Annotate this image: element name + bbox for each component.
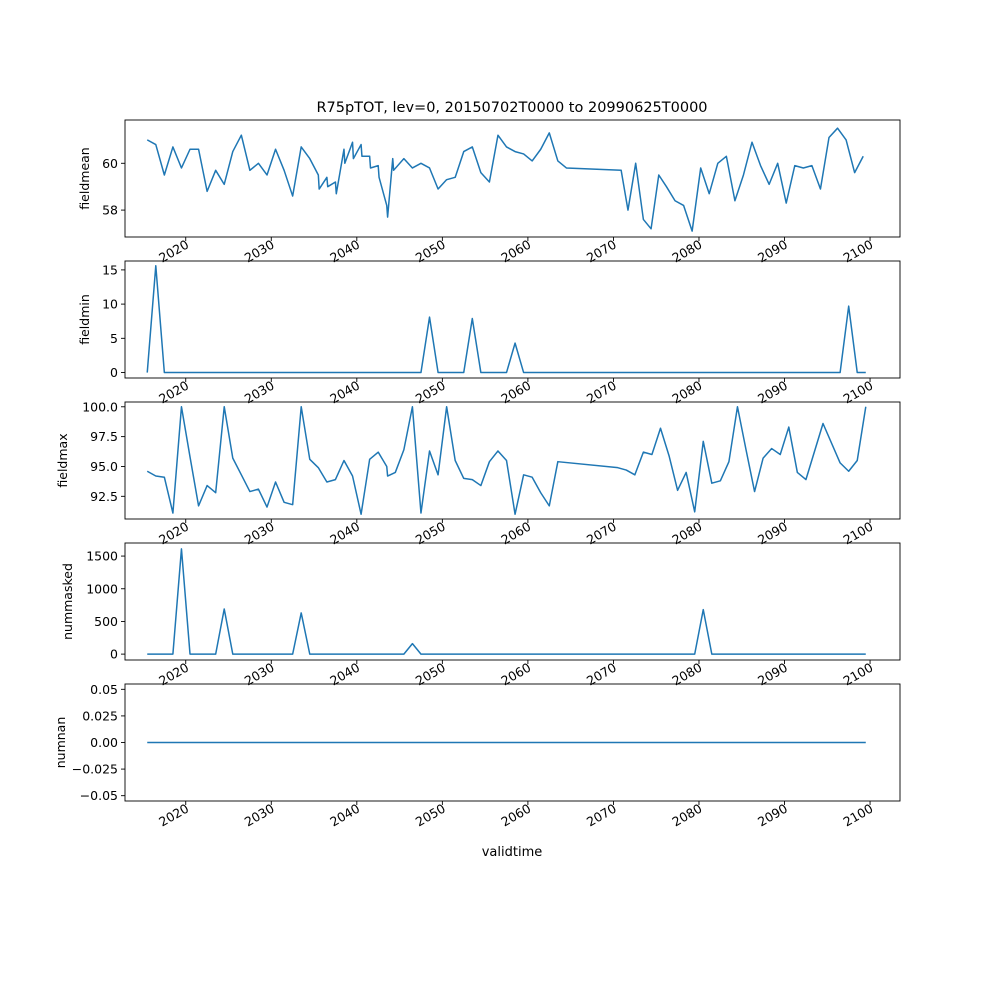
- y-tick-label: 1500: [86, 549, 118, 564]
- x-tick-label: 2070: [584, 801, 619, 830]
- axes-frame: [124, 119, 901, 238]
- x-tick-label: 2050: [413, 801, 448, 830]
- x-tick-label: 2100: [841, 801, 876, 830]
- y-tick-label: 5: [110, 331, 118, 346]
- y-tick-label: 10: [102, 297, 118, 312]
- y-axis-label: fieldmean: [77, 147, 92, 209]
- y-tick-label: 97.5: [90, 429, 118, 444]
- axes-frame: [124, 542, 901, 661]
- y-axis-label: fieldmin: [77, 294, 92, 345]
- x-tick-label: 2080: [669, 801, 704, 830]
- x-axis-label: validtime: [482, 845, 543, 860]
- series-line-nummasked: [147, 548, 866, 655]
- y-axis-label: nummasked: [60, 563, 75, 640]
- axes-frame: [124, 260, 901, 379]
- y-tick-label: 0: [110, 365, 118, 380]
- y-tick-label: 92.5: [90, 489, 118, 504]
- series-line-fieldmax: [146, 406, 867, 515]
- y-tick-label: 0.00: [90, 735, 118, 750]
- y-tick-label: 500: [94, 614, 118, 629]
- panels: 58 60 fieldmean 2020 2030 2040 2050 2060 2070 208…: [53, 119, 901, 830]
- y-tick-label: −0.05: [80, 788, 118, 803]
- y-tick-label: 58: [102, 203, 118, 218]
- y-tick-label: 0: [110, 647, 118, 662]
- x-tick-label: 2030: [242, 801, 277, 830]
- x-tick-label: 2020: [156, 801, 191, 830]
- y-tick-label: −0.025: [72, 762, 118, 777]
- x-tick-label: 2060: [498, 801, 533, 830]
- y-axis-label: fieldmax: [55, 433, 70, 487]
- axes-frame: [124, 401, 901, 520]
- y-axis-label: numnan: [53, 717, 68, 769]
- y-tick-label: 0.025: [82, 708, 118, 723]
- panel-numnan: −0.05 −0.025 0.00 0.025 0.05 numnan 2020 2030 20…: [53, 682, 901, 830]
- y-tick-label: 15: [102, 262, 118, 277]
- y-tick-label: 60: [102, 156, 118, 171]
- y-tick-label: 100.0: [82, 399, 118, 414]
- x-tick-label: 2040: [327, 801, 362, 830]
- x-tick-label: 2090: [755, 801, 790, 830]
- y-tick-label: 1000: [86, 581, 118, 596]
- chart-title: R75pTOT, lev=0, 20150702T0000 to 2099062…: [316, 100, 707, 116]
- series-line-fieldmean: [146, 127, 864, 232]
- y-tick-label: 95.0: [90, 459, 118, 474]
- series-line-fieldmin: [146, 265, 866, 374]
- y-tick-label: 0.05: [90, 682, 118, 697]
